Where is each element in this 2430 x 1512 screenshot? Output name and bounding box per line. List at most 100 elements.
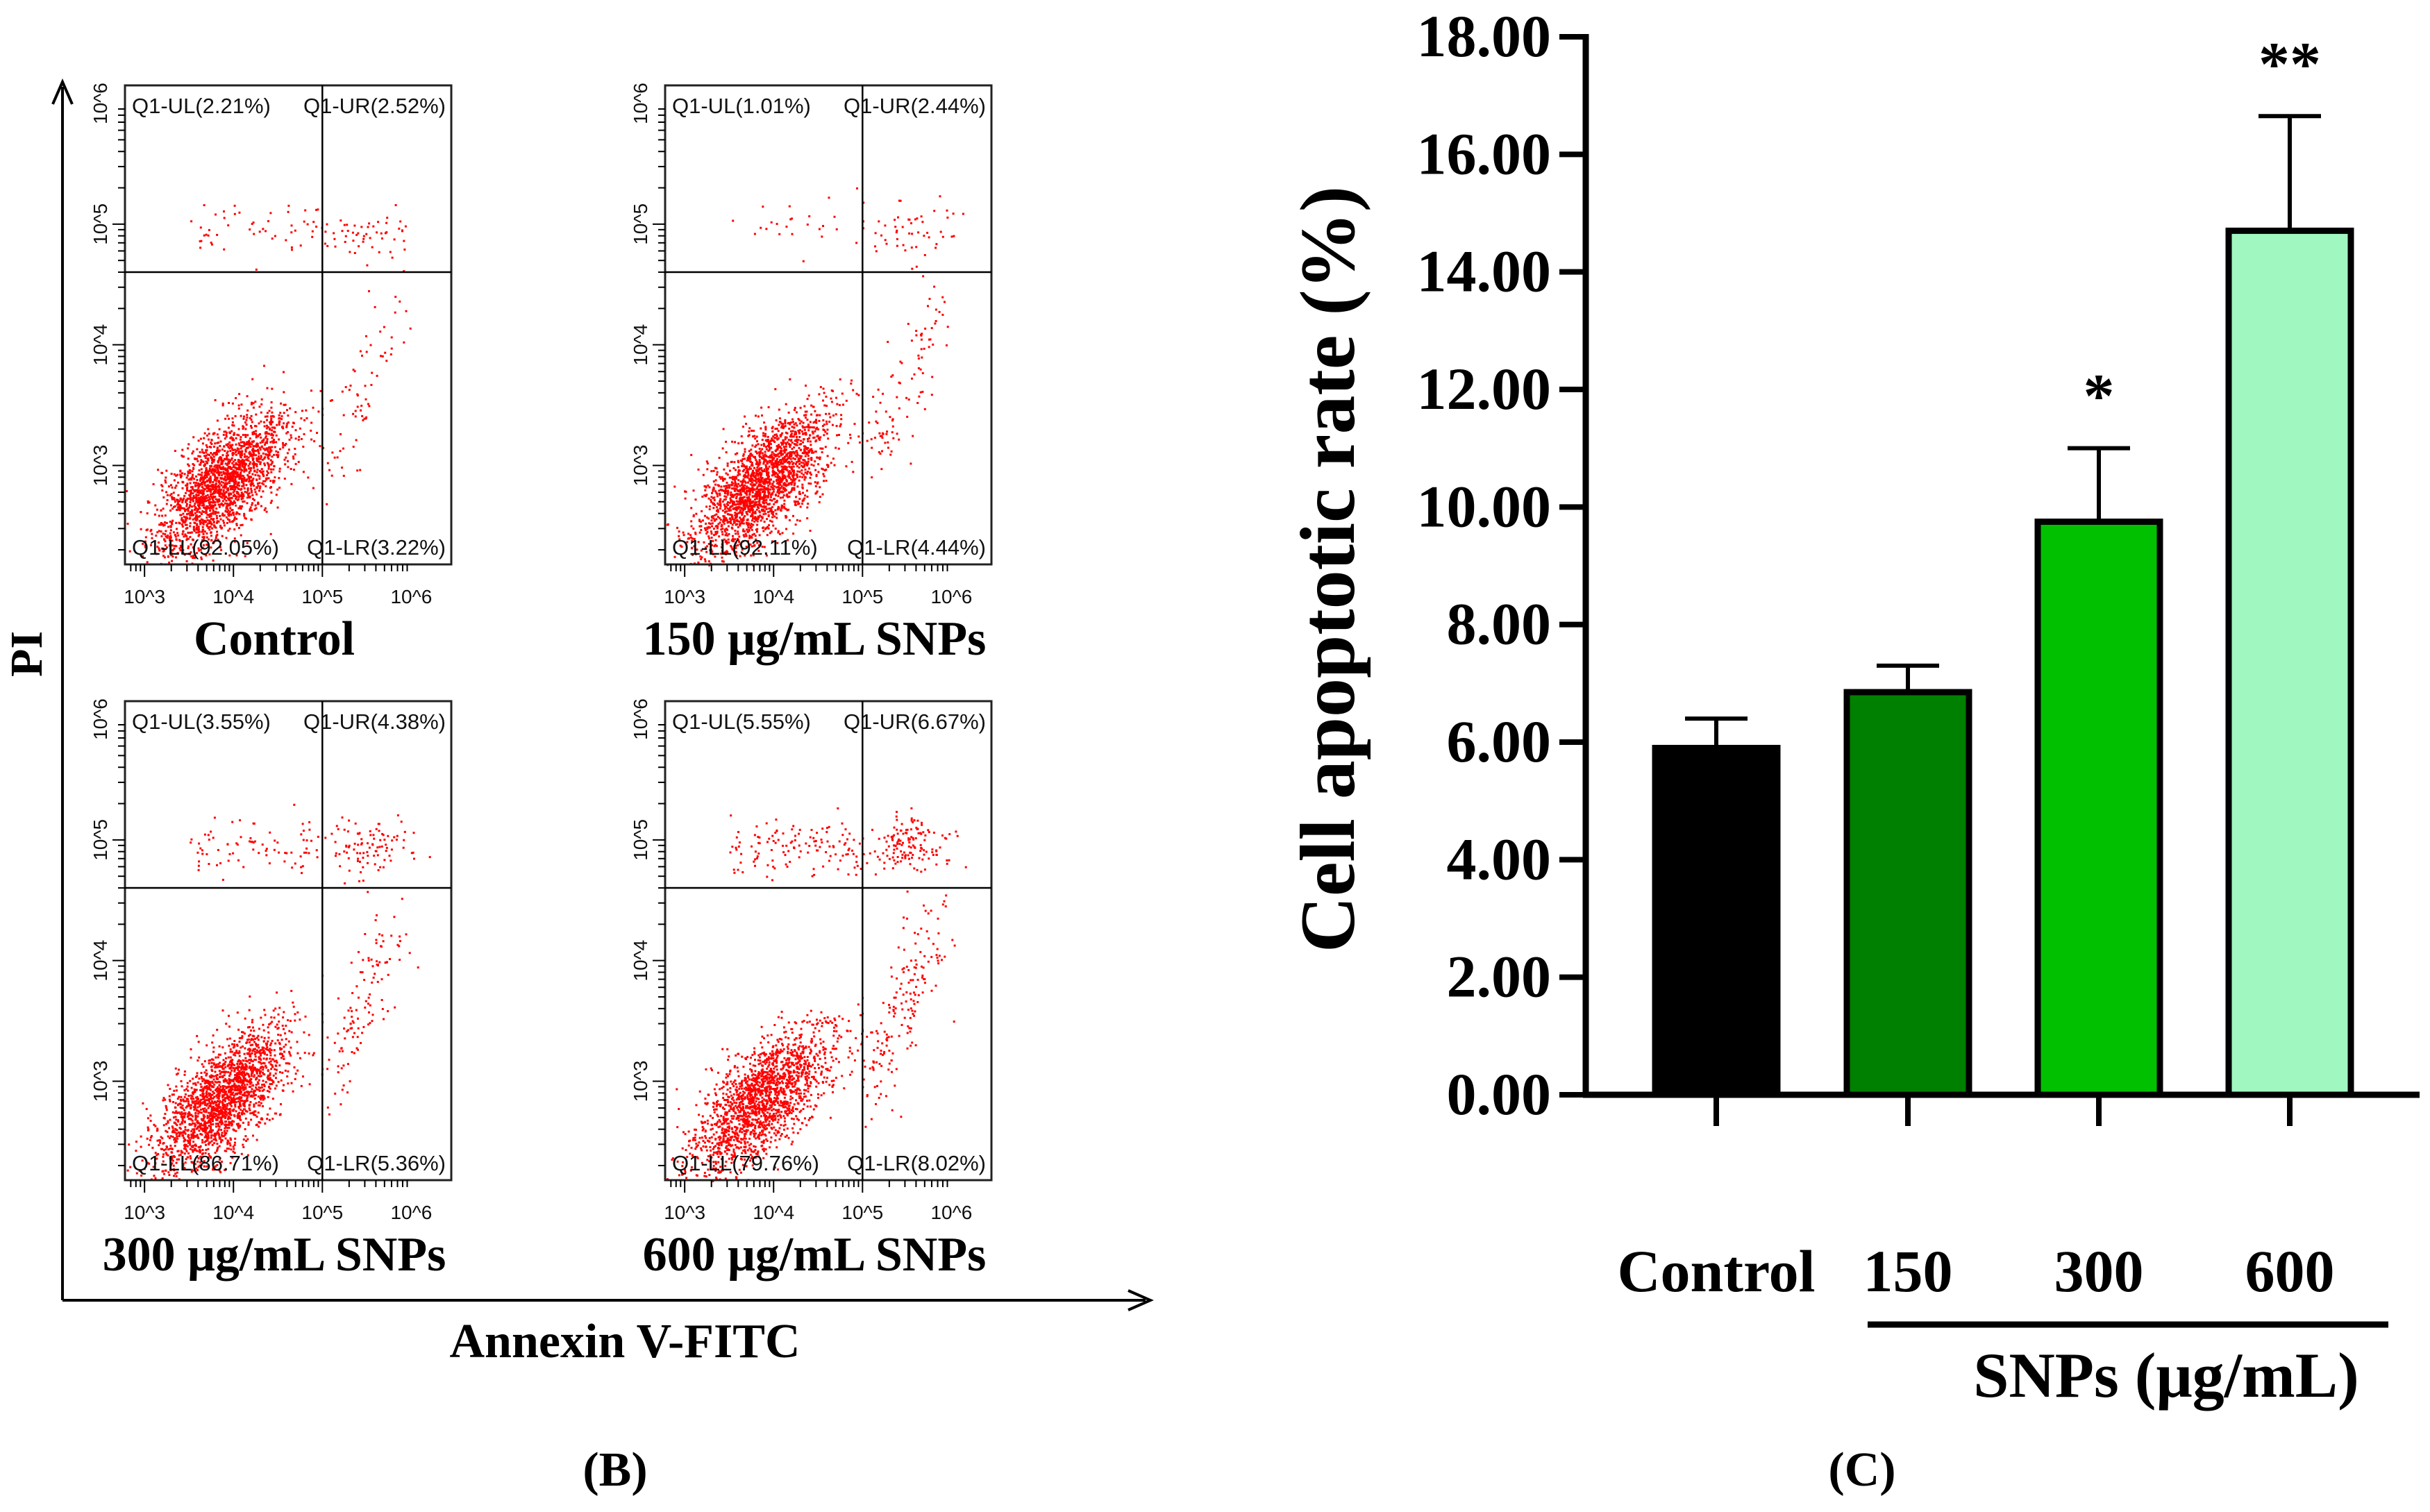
scatter-point [806, 489, 808, 492]
scatter-point [802, 492, 804, 494]
scatter-point [233, 464, 235, 467]
scatter-point [755, 481, 758, 484]
scatter-point [215, 1123, 217, 1125]
scatter-point [755, 491, 758, 494]
scatter-point [719, 501, 721, 504]
scatter-point [158, 547, 160, 550]
scatter-point [226, 467, 229, 470]
scatter-point [226, 450, 229, 453]
scatter-point [162, 532, 165, 535]
scatter-point [755, 444, 757, 447]
scatter-point [719, 478, 722, 480]
scatter-point [802, 421, 805, 424]
scatter-point [733, 485, 736, 487]
scatter-point [180, 1100, 183, 1102]
scatter-point [196, 518, 199, 521]
scatter-point [800, 455, 803, 457]
scatter-point [757, 516, 760, 519]
scatter-point [346, 224, 349, 226]
scatter-point [253, 450, 255, 453]
scatter-point [798, 419, 801, 421]
scatter-point [789, 218, 792, 221]
scatter-point [192, 555, 195, 557]
scatter-point [806, 464, 808, 467]
scatter-point [785, 455, 787, 457]
scatter-point [202, 1090, 205, 1093]
scatter-point [784, 468, 787, 471]
scatter-point [164, 1098, 167, 1101]
scatter-point [207, 522, 210, 525]
scatter-point [725, 517, 728, 520]
scatter-point [746, 513, 749, 516]
scatter-point [775, 453, 777, 456]
scatter-point [735, 509, 738, 512]
scatter-point [208, 496, 210, 498]
scatter-point [363, 417, 366, 420]
scatter-point [749, 543, 752, 546]
scatter-point [202, 498, 205, 501]
scatter-point [213, 471, 216, 473]
scatter-point [691, 546, 694, 549]
scatter-point [753, 532, 755, 535]
scatter-point [232, 460, 235, 463]
scatter-point [248, 471, 251, 474]
scatter-point [180, 476, 182, 479]
scatter-point [221, 1135, 224, 1138]
scatter-point [286, 409, 288, 412]
scatter-point [237, 428, 240, 430]
scatter-point [212, 460, 215, 463]
scatter-point [242, 1112, 244, 1115]
scatter-point [217, 1063, 220, 1066]
scatter-point [211, 453, 214, 456]
scatter-point [267, 447, 269, 450]
scatter-point [249, 495, 251, 498]
scatter-point [197, 531, 200, 534]
scatter-point [223, 486, 226, 489]
scatter-point [194, 1102, 196, 1105]
scatter-point [852, 389, 855, 392]
scatter-point [717, 508, 719, 511]
scatter-point [253, 463, 255, 466]
scatter-point [217, 442, 220, 444]
scatter-point [194, 503, 196, 505]
scatter-point [215, 498, 217, 501]
scatter-point [236, 512, 239, 514]
scatter-point [895, 231, 898, 234]
scatter-point [219, 1171, 222, 1174]
scatter-point [186, 527, 189, 530]
scatter-point [315, 226, 318, 228]
scatter-point [249, 446, 252, 448]
scatter-point [823, 392, 826, 394]
scatter-point [191, 487, 194, 490]
scatter-point [758, 499, 761, 502]
scatter-point [176, 552, 179, 555]
scatter-point [740, 498, 743, 501]
scatter-point [206, 490, 208, 493]
scatter-point [952, 212, 955, 215]
scatter-point [324, 242, 326, 245]
scatter-point [210, 535, 212, 537]
scatter-point [785, 483, 787, 486]
scatter-point [246, 1060, 249, 1063]
scatter-point [709, 523, 712, 525]
scatter-point [736, 489, 739, 492]
scatter-point [735, 478, 738, 480]
scatter-point [170, 552, 173, 555]
scatter-point [285, 424, 288, 427]
scatter-point [775, 461, 778, 464]
scatter-point [736, 452, 739, 455]
scatter-point [745, 487, 748, 490]
scatter-point [760, 406, 763, 409]
scatter-point [164, 514, 167, 517]
scatter-point [203, 432, 206, 435]
scatter-point [755, 459, 757, 462]
scatter-point [798, 436, 801, 438]
scatter-point [771, 439, 774, 442]
scatter-point [317, 208, 319, 211]
scatter-point [223, 217, 226, 219]
scatter-point [739, 516, 741, 519]
scatter-point [751, 462, 753, 464]
scatter-point [732, 539, 735, 541]
scatter-point [757, 501, 760, 503]
scatter-point [793, 484, 796, 487]
